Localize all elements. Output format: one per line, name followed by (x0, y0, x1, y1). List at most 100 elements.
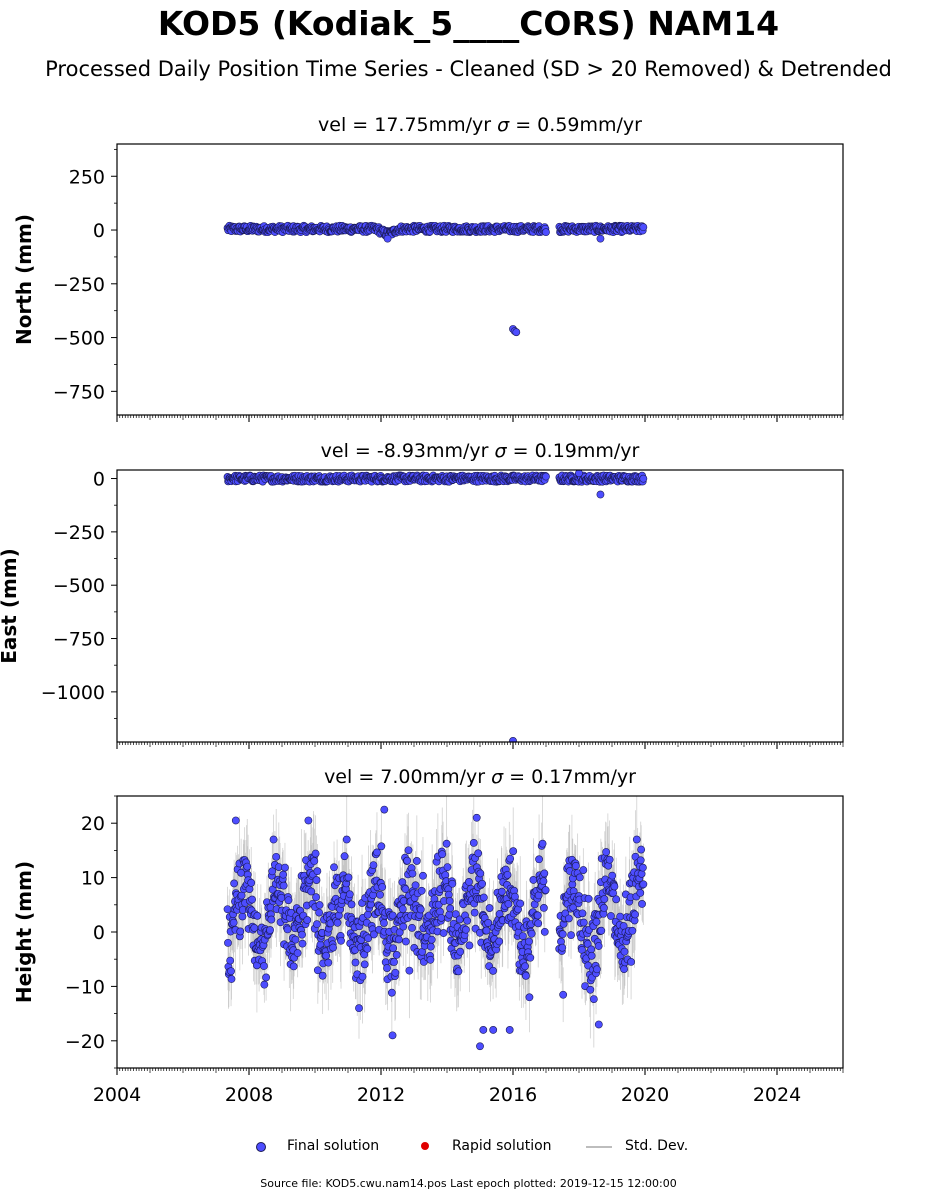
data-point (376, 890, 384, 899)
data-point (427, 935, 436, 944)
data-point (540, 869, 549, 878)
data-point (443, 863, 452, 872)
data-point (607, 912, 615, 920)
plot-frame (116, 143, 844, 416)
data-point (289, 962, 298, 971)
data-point (363, 944, 372, 953)
data-point (538, 839, 547, 848)
data-point (380, 919, 388, 927)
data-point (504, 900, 513, 908)
data-point (581, 982, 589, 990)
plot-area-east (223, 470, 648, 742)
x-tick-label: 2020 (621, 1084, 669, 1106)
data-point (620, 947, 629, 956)
data-point (639, 474, 648, 483)
panel-height: 20 10 0 −10 −20 2004 2008 2012 2016 2020 2024 vel =… (12, 766, 844, 1106)
data-point (260, 962, 268, 970)
data-point (583, 940, 592, 948)
data-point (616, 912, 625, 921)
data-point (230, 879, 239, 888)
outlier-point (512, 328, 521, 337)
data-point (236, 927, 245, 936)
data-point (262, 973, 271, 982)
plot-area-north (223, 221, 648, 337)
data-point (592, 917, 601, 926)
y-tick-label: −250 (53, 522, 105, 544)
data-point (312, 893, 320, 902)
data-point (417, 886, 426, 895)
data-point (313, 867, 322, 876)
panel-title-part: vel = -8.93mm/yr (321, 440, 495, 462)
outlier-point (479, 1026, 488, 1034)
data-point (303, 916, 312, 924)
data-point (456, 947, 465, 956)
panel-title: vel = 17.75mm/yr σ = 0.59mm/yr (318, 114, 642, 136)
outlier-point (476, 1042, 484, 1051)
data-point (637, 845, 646, 854)
data-point (564, 914, 573, 923)
data-point (358, 972, 367, 981)
data-point (638, 900, 646, 908)
y-tick-label: −750 (53, 381, 105, 403)
data-point (268, 867, 277, 876)
data-point (347, 900, 356, 909)
data-point (298, 930, 306, 939)
plot-frame (116, 469, 844, 743)
data-point (324, 958, 333, 967)
data-point (266, 926, 274, 934)
panel-north: 250 0 −250 −500 −750 vel = 17.75mm/yr σ = 0.5… (12, 114, 844, 422)
data-point (628, 926, 637, 935)
data-point (412, 857, 421, 865)
data-point (446, 904, 455, 913)
x-tick-label: 2016 (489, 1084, 537, 1106)
data-point (535, 855, 543, 864)
data-point (337, 936, 345, 945)
data-point (298, 939, 307, 948)
legend-label-final: Final solution (287, 1138, 380, 1154)
data-point (229, 918, 238, 927)
panel-title-part: vel = 7.00mm/yr (324, 766, 491, 788)
data-point (589, 995, 598, 1003)
x-tick-label: 2008 (225, 1084, 273, 1106)
outlier-point (231, 816, 240, 825)
data-point (395, 928, 404, 937)
data-point (227, 967, 235, 976)
data-point (416, 905, 425, 914)
data-point (272, 852, 281, 861)
outlier-point (596, 234, 605, 243)
data-point (401, 885, 410, 893)
data-point (377, 842, 386, 851)
data-point (223, 905, 232, 914)
chart-subtitle: Processed Daily Position Time Series - C… (45, 57, 892, 81)
data-point (534, 919, 543, 928)
data-point (600, 895, 609, 903)
panel-title-part: σ (495, 440, 508, 462)
legend-label-std: Std. Dev. (625, 1138, 689, 1154)
data-point (631, 910, 639, 919)
data-point (419, 871, 427, 880)
data-point (284, 896, 293, 905)
y-tick-label: 0 (93, 469, 105, 491)
panel-title: vel = 7.00mm/yr σ = 0.17mm/yr (324, 766, 636, 788)
data-point (383, 964, 391, 972)
data-point (569, 903, 578, 912)
y-tick-label: −500 (53, 575, 105, 597)
outlier-point (472, 813, 481, 822)
data-point (311, 849, 320, 858)
source-note: Source file: KOD5.cwu.nam14.pos Last epo… (260, 1177, 677, 1190)
data-point (277, 893, 286, 902)
data-point (437, 913, 446, 922)
data-point (247, 878, 256, 887)
data-point (474, 849, 483, 858)
data-point (378, 883, 387, 891)
data-point (439, 929, 448, 937)
data-point (238, 912, 247, 921)
data-point (351, 958, 360, 967)
data-point (579, 918, 588, 927)
data-point (445, 897, 454, 905)
data-point (497, 887, 506, 896)
panel-title: vel = -8.93mm/yr σ = 0.19mm/yr (321, 440, 640, 462)
data-point (392, 951, 401, 959)
data-point (269, 835, 278, 844)
